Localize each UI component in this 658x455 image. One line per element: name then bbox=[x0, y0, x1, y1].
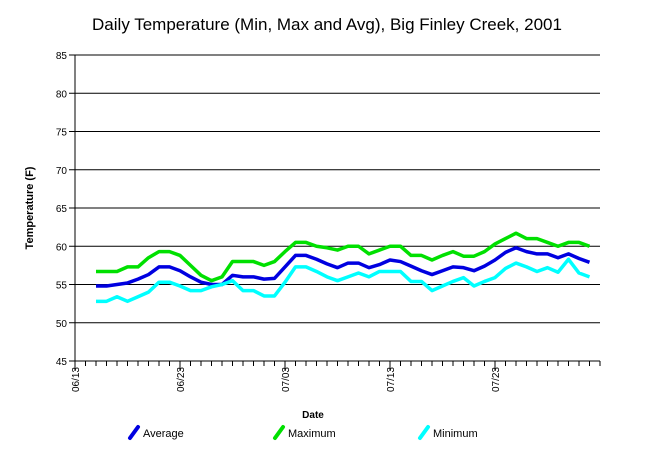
series-line bbox=[96, 257, 591, 304]
y-axis-label: Temperature (F) bbox=[24, 166, 36, 249]
legend-label: Minimum bbox=[433, 428, 478, 440]
y-tick-label: 50 bbox=[56, 319, 68, 330]
y-tick-label: 55 bbox=[56, 281, 68, 292]
legend-swatch bbox=[128, 425, 140, 440]
x-tick-label: 07/03 bbox=[281, 367, 292, 392]
y-tick-label: 65 bbox=[56, 204, 68, 215]
legend-swatch bbox=[273, 425, 285, 440]
series-line bbox=[96, 231, 591, 283]
y-tick-label: 85 bbox=[56, 51, 68, 62]
chart-title: Daily Temperature (Min, Max and Avg), Bi… bbox=[92, 15, 562, 34]
x-tick-label: 07/13 bbox=[386, 367, 397, 392]
y-tick-label: 75 bbox=[56, 128, 68, 139]
y-tick-label: 45 bbox=[56, 357, 68, 368]
y-tick-label: 70 bbox=[56, 166, 68, 177]
y-tick-label: 80 bbox=[56, 89, 68, 100]
legend-label: Maximum bbox=[288, 428, 336, 440]
series-line bbox=[96, 246, 591, 288]
x-tick-label: 06/23 bbox=[176, 367, 187, 392]
x-tick-label: 07/23 bbox=[491, 367, 502, 392]
legend-label: Average bbox=[143, 428, 184, 440]
y-tick-label: 60 bbox=[56, 242, 68, 253]
x-tick-label: 06/13 bbox=[71, 367, 82, 392]
x-axis-label: Date bbox=[302, 410, 324, 421]
legend-swatch bbox=[418, 425, 430, 440]
